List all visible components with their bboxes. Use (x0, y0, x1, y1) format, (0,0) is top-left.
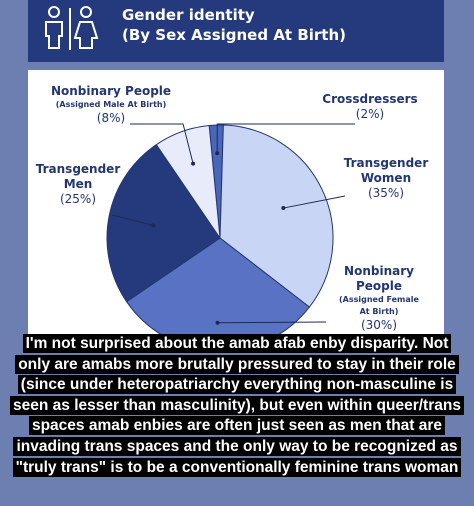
label-transgender-men-name2: Men (63, 177, 93, 191)
label-nonbinary-afab-pct: (30%) (360, 318, 398, 332)
leader-line-4 (130, 123, 194, 164)
leader-line-2 (217, 321, 327, 324)
label-transgender-men-pct: (25%) (59, 192, 97, 206)
restroom-male-female-icon (45, 6, 99, 50)
label-nonbinary-afab-sub2: At Birth) (359, 307, 399, 316)
leader-line-0 (216, 123, 355, 154)
leader-dot-2 (215, 320, 220, 325)
leader-dot-0 (215, 151, 220, 156)
header-banner: Gender identity (By Sex Assigned At Birt… (28, 0, 444, 62)
label-crossdressers-name: Crossdressers (322, 92, 418, 106)
label-nonbinary-amab: Nonbinary People (Assigned Male At Birth… (46, 84, 176, 126)
leader-line-3 (111, 214, 154, 226)
pie-slice-4 (155, 124, 221, 239)
label-transgender-women-name2: Women (360, 171, 412, 185)
chart-title-line2: (By Sex Assigned At Birth) (122, 26, 346, 44)
leader-dot-3 (151, 223, 156, 228)
pie-slice-1 (219, 124, 334, 308)
label-nonbinary-afab: Nonbinary People (Assigned Female At Bir… (326, 264, 432, 333)
label-nonbinary-afab-name: Nonbinary (344, 264, 414, 278)
label-nonbinary-amab-name: Nonbinary People (50, 84, 172, 98)
label-crossdressers: Crossdressers (2%) (312, 92, 428, 122)
chart-title: Gender identity (By Sex Assigned At Birt… (122, 5, 346, 45)
leader-dot-4 (191, 161, 196, 166)
label-crossdressers-pct: (2%) (355, 107, 385, 121)
leader-dot-1 (281, 206, 286, 211)
label-nonbinary-amab-sub: (Assigned Male At Birth) (55, 100, 167, 109)
chart-title-line1: Gender identity (122, 6, 255, 24)
label-transgender-women-pct: (35%) (367, 186, 405, 200)
label-transgender-women-name: Transgender (343, 156, 429, 170)
label-transgender-women: Transgender Women (35%) (338, 156, 434, 201)
overlay-caption: I'm not surprised about the amab afab en… (10, 334, 464, 478)
label-nonbinary-amab-pct: (8%) (96, 111, 126, 125)
label-transgender-men: Transgender Men (25%) (32, 162, 124, 207)
label-transgender-men-name: Transgender (35, 162, 121, 176)
overlay-caption-text: I'm not surprised about the amab afab en… (10, 334, 464, 477)
pie-slice-3 (106, 143, 221, 303)
label-nonbinary-afab-name2: People (355, 279, 403, 293)
leader-line-1 (283, 195, 346, 209)
label-nonbinary-afab-sub: (Assigned Female (339, 295, 419, 304)
